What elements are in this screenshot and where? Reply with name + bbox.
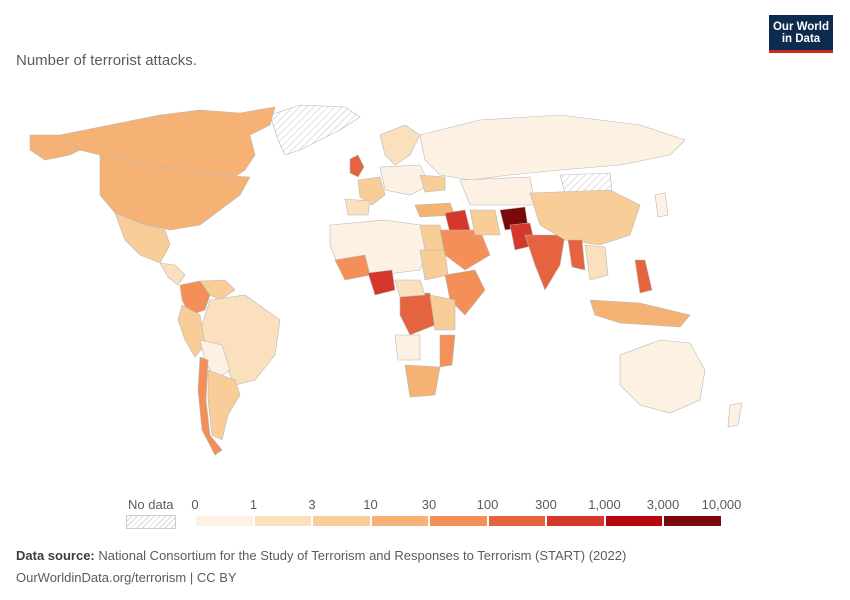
source-text: National Consortium for the Study of Ter…: [98, 548, 627, 563]
country-greenland[interactable]: [269, 104, 361, 156]
logo-line-2: in Data: [781, 33, 821, 45]
source-label: Data source:: [16, 548, 95, 563]
country-brazil[interactable]: [199, 294, 281, 386]
legend-bin[interactable]: [312, 515, 371, 527]
country-angola[interactable]: [394, 334, 421, 361]
country-sudan[interactable]: [419, 249, 449, 281]
country-mongolia[interactable]: [559, 172, 613, 194]
legend-tick-label: 0: [191, 497, 199, 512]
country-bolivia[interactable]: [199, 339, 231, 381]
country-south-africa[interactable]: [404, 364, 441, 398]
country-spain[interactable]: [344, 198, 371, 216]
legend-tick-label: 100: [476, 497, 499, 512]
legend-bin[interactable]: [370, 515, 429, 527]
legend-bin[interactable]: [253, 515, 312, 527]
country-central-africa[interactable]: [394, 279, 426, 298]
legend-bin[interactable]: [663, 515, 722, 527]
country-russia[interactable]: [419, 114, 686, 181]
country-peru[interactable]: [177, 304, 206, 358]
legend-tick-label: 1,000: [588, 497, 621, 512]
legend-bin[interactable]: [429, 515, 488, 527]
legend-bin[interactable]: [546, 515, 605, 527]
country-uk[interactable]: [349, 154, 365, 178]
logo-line-1: Our World: [772, 21, 829, 33]
country-new-zealand[interactable]: [727, 402, 743, 428]
country-chile[interactable]: [197, 356, 223, 456]
country-china[interactable]: [529, 189, 641, 246]
country-india[interactable]: [524, 234, 566, 291]
legend-tick-label: 30: [421, 497, 437, 512]
owid-logo[interactable]: Our World in Data: [769, 15, 833, 53]
world-map[interactable]: [0, 95, 850, 470]
country-scandinavia[interactable]: [379, 124, 421, 166]
legend-tick-label: 10: [363, 497, 378, 512]
country-nigeria[interactable]: [367, 269, 396, 296]
country-southeast-asia[interactable]: [584, 244, 609, 281]
legend-tick-label: 300: [535, 497, 557, 512]
country-japan[interactable]: [654, 192, 669, 218]
country-central-america[interactable]: [159, 262, 186, 286]
country-saudi-arabia[interactable]: [439, 229, 491, 271]
legend-bin[interactable]: [487, 515, 546, 527]
legend-no-data-swatch: [126, 515, 176, 529]
legend-tick-label: 3: [308, 497, 316, 512]
country-alaska[interactable]: [29, 134, 81, 161]
legend-tick-label: 10,000: [701, 497, 742, 512]
subtitle: Number of terrorist attacks.: [16, 52, 197, 69]
country-mozambique[interactable]: [439, 334, 456, 368]
country-argentina[interactable]: [207, 369, 241, 441]
data-source: Data source: National Consortium for the…: [16, 548, 626, 563]
country-myanmar[interactable]: [567, 239, 586, 271]
legend-tick-label: 3,000: [646, 497, 680, 512]
country-iran[interactable]: [469, 209, 501, 236]
country-central-asia[interactable]: [459, 176, 536, 206]
source-url[interactable]: OurWorldinData.org/terrorism | CC BY: [16, 570, 237, 585]
legend-tick-label: 1: [249, 497, 258, 512]
country-france[interactable]: [357, 176, 386, 206]
country-ukraine[interactable]: [419, 174, 446, 193]
country-east-africa[interactable]: [429, 294, 456, 331]
legend-bin[interactable]: [604, 515, 663, 527]
country-iraq-syria[interactable]: [444, 209, 471, 234]
country-philippines[interactable]: [634, 259, 653, 294]
country-drc[interactable]: [399, 292, 436, 336]
country-usa[interactable]: [99, 154, 251, 231]
legend-bin[interactable]: [195, 515, 254, 527]
country-australia[interactable]: [619, 339, 706, 414]
country-mexico[interactable]: [114, 212, 171, 264]
country-venezuela[interactable]: [199, 279, 236, 301]
country-central-europe[interactable]: [379, 164, 431, 196]
country-indonesia[interactable]: [589, 299, 691, 328]
legend-no-data-label: No data: [128, 497, 174, 512]
